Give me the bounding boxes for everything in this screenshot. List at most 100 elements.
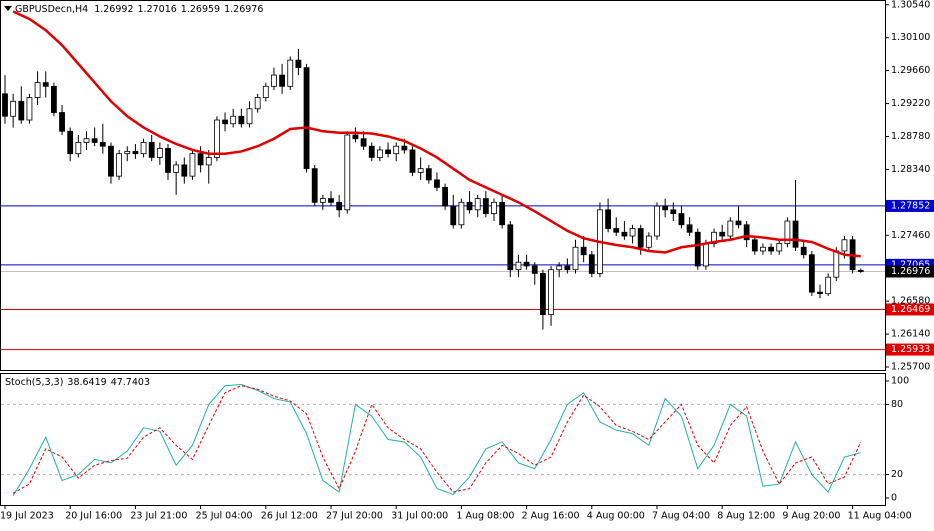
candle-body <box>556 265 563 271</box>
candle-body <box>572 246 579 271</box>
candle-body <box>662 205 669 211</box>
candle-body <box>482 198 489 214</box>
chart-header: GBPUSDecn,H4 1.26992 1.27016 1.26959 1.26976 <box>15 4 263 15</box>
candle-body <box>613 228 620 233</box>
candle-body <box>26 97 33 121</box>
candle-body <box>2 93 8 117</box>
candle-body <box>719 231 726 237</box>
candle-body <box>51 85 57 113</box>
candle-body <box>621 231 628 237</box>
candle-body <box>336 201 343 211</box>
indicator-header: Stoch(5,3,3) 38.6419 47.7403 <box>5 377 150 388</box>
main-panel <box>0 0 886 371</box>
candle-body <box>311 168 318 203</box>
candle-body <box>442 186 449 207</box>
candle-body <box>817 291 823 295</box>
x-tick-label: 20 Jul 16:00 <box>65 511 122 522</box>
candle-body <box>148 142 155 158</box>
candle-body <box>425 168 432 181</box>
candle-body <box>42 82 49 87</box>
x-tick-label: 8 Aug 12:00 <box>717 511 775 522</box>
candle-body <box>735 220 742 226</box>
indicator-title: Stoch(5,3,3) <box>5 377 63 388</box>
moving-average <box>12 10 861 258</box>
x-tick-label: 23 Jul 21:00 <box>130 511 187 522</box>
candle-body <box>499 201 506 226</box>
candle-body <box>629 228 636 237</box>
candle-body <box>246 108 253 125</box>
candle-body <box>645 235 652 248</box>
candle-body <box>254 97 261 110</box>
candle-body <box>18 100 25 121</box>
collapse-icon <box>4 6 12 11</box>
candle-body <box>474 198 481 211</box>
candle-body <box>694 231 701 267</box>
candle-body <box>279 74 286 87</box>
candle-body <box>434 179 440 188</box>
candle-body <box>808 254 815 293</box>
candle-body <box>173 164 180 173</box>
candle-body <box>857 269 864 272</box>
candle-body <box>344 134 351 211</box>
x-tick-label: 9 Aug 20:00 <box>782 511 840 522</box>
candle-body <box>132 151 139 155</box>
x-tick-label: 2 Aug 16:00 <box>522 511 580 522</box>
y-tick-label: 1.29220 <box>891 98 930 109</box>
candle-body <box>743 224 750 241</box>
candle-body <box>784 220 791 244</box>
candle-body <box>140 142 147 155</box>
header-low: 1.26959 <box>181 4 220 15</box>
x-tick-label: 25 Jul 04:00 <box>196 511 253 522</box>
candle-body <box>792 220 799 248</box>
price-level-box <box>886 303 934 316</box>
header-close: 1.26976 <box>224 4 263 15</box>
candle-body <box>230 115 237 125</box>
indicator-y-tick-label: 20 <box>891 469 903 480</box>
candle-body <box>417 168 424 173</box>
candle-body <box>751 239 758 252</box>
y-tick-label: 1.25700 <box>891 362 930 373</box>
y-tick-label: 1.26580 <box>891 296 930 307</box>
candle-body <box>800 246 807 256</box>
y-tick-label: 1.30540 <box>891 0 930 10</box>
candle-body <box>540 273 546 316</box>
candle-body <box>686 224 693 233</box>
indicator-panel <box>0 373 886 506</box>
x-tick-label: 11 Aug 04:00 <box>848 511 912 522</box>
candle-body <box>523 261 530 267</box>
candle-body <box>548 269 554 316</box>
candle-body <box>393 145 400 155</box>
candle-body <box>376 149 383 158</box>
candle-body <box>580 246 587 256</box>
price-level-label: 1.25933 <box>891 344 930 355</box>
candle-body <box>124 151 131 155</box>
candle-body <box>59 112 65 132</box>
candle-body <box>295 59 302 69</box>
candle-body <box>181 164 188 177</box>
candle-body <box>605 209 611 229</box>
current-price-box <box>886 265 934 278</box>
candle-body <box>515 261 522 271</box>
candle-body <box>67 130 74 155</box>
candle-body <box>262 85 269 98</box>
candle-body <box>205 157 212 166</box>
candle-body <box>368 145 375 158</box>
candle-body <box>409 149 416 173</box>
candle-body <box>271 74 277 87</box>
candle-body <box>75 142 82 155</box>
candle-body <box>760 246 766 252</box>
indicator-line <box>12 385 862 494</box>
price-level-label: 1.27852 <box>891 200 930 211</box>
candle-body <box>588 254 595 274</box>
price-level-box <box>886 343 934 356</box>
candle-body <box>287 59 294 87</box>
candle-body <box>116 153 122 177</box>
candle-body <box>833 250 840 278</box>
candle-body <box>213 119 220 158</box>
current-price-label: 1.26976 <box>891 266 930 277</box>
indicator-y-tick-label: 80 <box>891 399 903 410</box>
y-tick-label: 1.28340 <box>891 164 930 175</box>
candle-body <box>466 201 473 211</box>
candle-body <box>360 138 367 147</box>
